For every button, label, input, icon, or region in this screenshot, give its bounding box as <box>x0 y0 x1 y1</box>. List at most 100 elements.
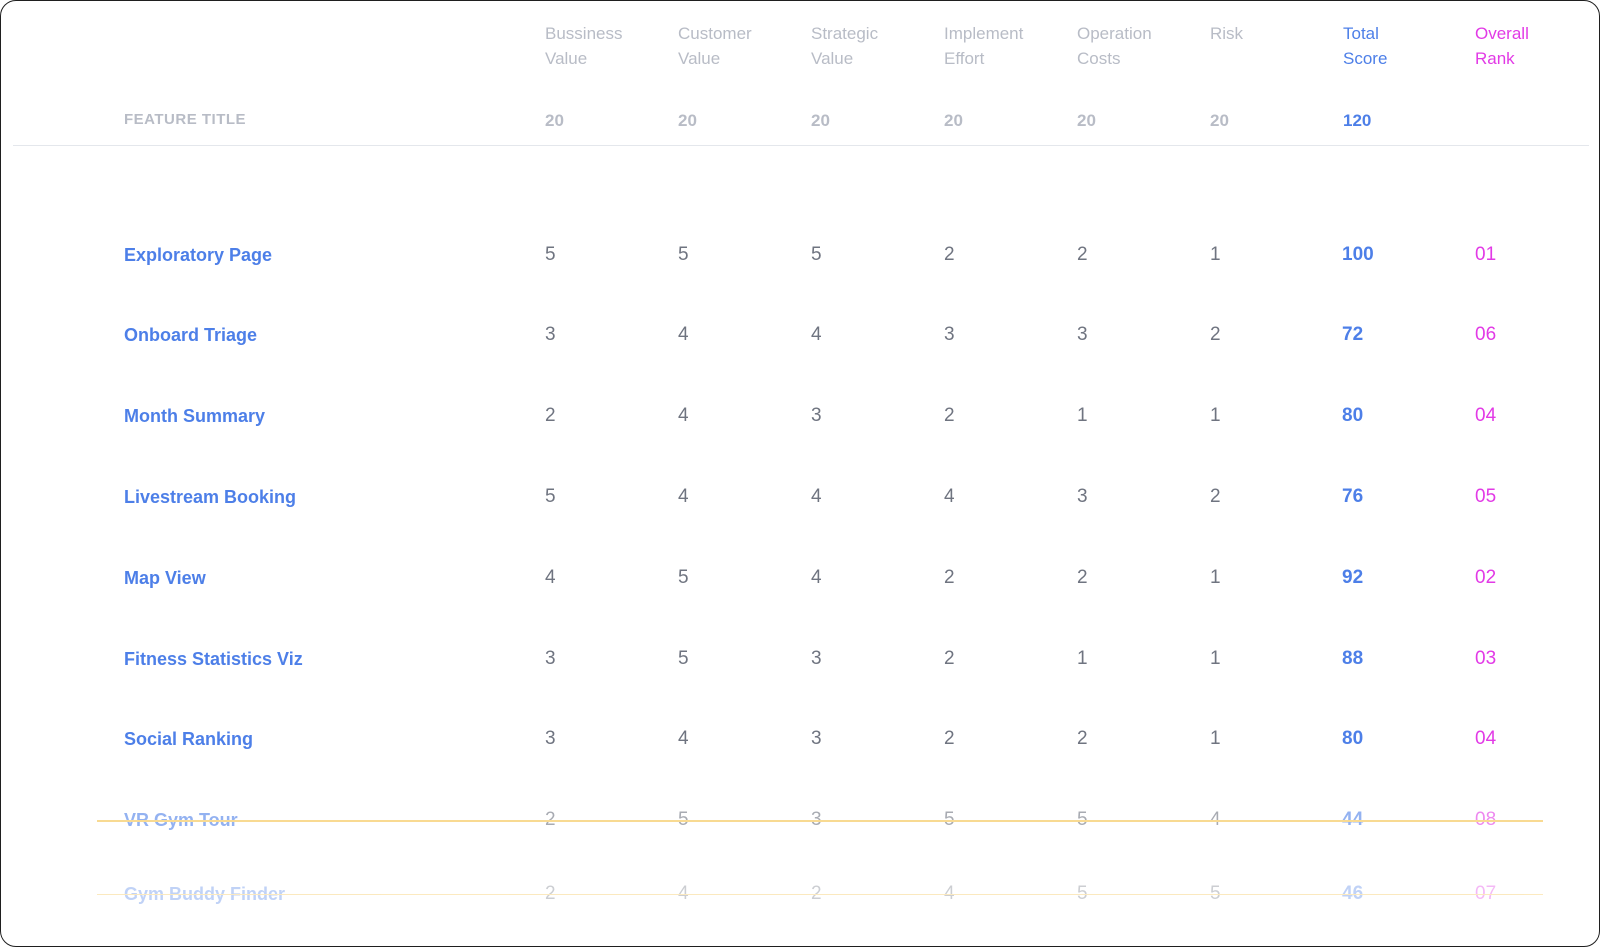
table-row[interactable]: Fitness Statistics Viz 3 5 3 2 1 1 88 03 <box>1 639 1599 679</box>
total-score-cell: 80 <box>1342 728 1364 749</box>
business-value-cell: 5 <box>545 486 556 507</box>
strategic-value-cell: 4 <box>811 324 822 345</box>
overall-rank-cell: 07 <box>1475 883 1497 904</box>
implement-effort-cell: 2 <box>944 405 955 426</box>
col-header-implement-effort[interactable]: Implement Effort <box>944 21 1023 71</box>
customer-value-cell: 4 <box>678 728 689 749</box>
operation-costs-cell: 2 <box>1077 567 1088 588</box>
strategic-value-cell: 3 <box>811 648 822 669</box>
overall-rank-cell: 06 <box>1475 324 1497 345</box>
operation-costs-cell: 1 <box>1077 648 1088 669</box>
feature-title-link[interactable]: Gym Buddy Finder <box>124 884 286 904</box>
strikethrough-line <box>97 820 1543 822</box>
customer-value-cell: 5 <box>678 244 689 265</box>
col-header-line2: Rank <box>1475 49 1515 68</box>
strategic-value-cell: 2 <box>811 883 822 905</box>
col-header-operation-costs[interactable]: Operation Costs <box>1077 21 1152 71</box>
overall-rank-cell: 04 <box>1475 405 1497 426</box>
implement-effort-cell: 2 <box>944 648 955 669</box>
business-value-cell: 3 <box>545 648 556 669</box>
total-score-cell: 100 <box>1342 244 1374 265</box>
table-row-struck[interactable]: VR Gym Tour 2 5 3 5 5 4 44 08 <box>1 800 1599 840</box>
max-risk: 20 <box>1210 111 1229 130</box>
col-header-risk[interactable]: Risk <box>1210 21 1243 46</box>
col-header-strategic-value[interactable]: Strategic Value <box>811 21 878 71</box>
max-implement-effort: 20 <box>944 111 963 130</box>
implement-effort-cell: 5 <box>944 809 955 831</box>
feature-title-link[interactable]: Fitness Statistics Viz <box>124 649 303 669</box>
col-header-line2: Value <box>811 49 854 68</box>
strategic-value-cell: 3 <box>811 728 822 749</box>
risk-cell: 1 <box>1210 648 1221 669</box>
feature-title-header[interactable]: FEATURE TITLE <box>124 111 247 128</box>
col-header-line1: Strategic <box>811 24 879 43</box>
risk-cell: 1 <box>1210 244 1221 265</box>
max-total-score: 120 <box>1343 111 1372 130</box>
feature-title-link[interactable]: Livestream Booking <box>124 487 297 507</box>
business-value-cell: 4 <box>545 567 556 588</box>
implement-effort-cell: 4 <box>944 883 955 905</box>
business-value-cell: 2 <box>545 405 556 426</box>
strategic-value-cell: 4 <box>811 567 822 588</box>
max-operation-costs: 20 <box>1077 111 1096 130</box>
col-header-line1: Implement <box>944 24 1024 43</box>
header-divider <box>13 145 1589 146</box>
risk-cell: 1 <box>1210 728 1221 749</box>
customer-value-cell: 5 <box>678 809 689 831</box>
risk-cell: 5 <box>1210 883 1221 905</box>
col-header-line1: Operation <box>1077 24 1152 43</box>
operation-costs-cell: 2 <box>1077 728 1088 749</box>
strikethrough-line <box>97 894 1543 895</box>
col-header-customer-value[interactable]: Customer Value <box>678 21 752 71</box>
feature-title-link[interactable]: Onboard Triage <box>124 325 258 345</box>
col-header-line1: Risk <box>1210 24 1244 43</box>
table-row[interactable]: Map View 4 5 4 2 2 1 92 02 <box>1 558 1599 598</box>
table-row[interactable]: Onboard Triage 3 4 4 3 3 2 72 06 <box>1 315 1599 355</box>
total-score-cell: 44 <box>1342 809 1364 830</box>
col-header-total-score[interactable]: Total Score <box>1343 21 1387 71</box>
business-value-cell: 3 <box>545 728 556 749</box>
risk-cell: 2 <box>1210 324 1221 345</box>
total-score-cell: 72 <box>1342 324 1364 345</box>
feature-title-link[interactable]: Month Summary <box>124 406 266 426</box>
overall-rank-cell: 03 <box>1475 648 1497 669</box>
max-strategic-value: 20 <box>811 111 830 130</box>
col-header-line2: Costs <box>1077 49 1121 68</box>
risk-cell: 1 <box>1210 405 1221 426</box>
implement-effort-cell: 2 <box>944 244 955 265</box>
overall-rank-cell: 02 <box>1475 567 1497 588</box>
feature-title-link[interactable]: Social Ranking <box>124 729 254 749</box>
max-customer-value: 20 <box>678 111 697 130</box>
operation-costs-cell: 3 <box>1077 486 1088 507</box>
feature-title-link[interactable]: Exploratory Page <box>124 245 273 265</box>
implement-effort-cell: 2 <box>944 567 955 588</box>
total-score-cell: 76 <box>1342 486 1364 507</box>
risk-cell: 2 <box>1210 486 1221 507</box>
overall-rank-cell: 05 <box>1475 486 1497 507</box>
col-header-line1: Total <box>1343 24 1379 43</box>
table-row[interactable]: Month Summary 2 4 3 2 1 1 80 04 <box>1 396 1599 436</box>
table-row-struck[interactable]: Gym Buddy Finder 2 4 2 4 5 5 46 07 <box>1 874 1599 914</box>
implement-effort-cell: 4 <box>944 486 955 507</box>
operation-costs-cell: 5 <box>1077 883 1088 905</box>
strategic-value-cell: 4 <box>811 486 822 507</box>
customer-value-cell: 4 <box>678 324 689 345</box>
col-header-line2: Value <box>678 49 721 68</box>
col-header-line1: Overall <box>1475 24 1529 43</box>
col-header-line2: Score <box>1343 49 1388 68</box>
table-row[interactable]: Livestream Booking 5 4 4 4 3 2 76 05 <box>1 477 1599 517</box>
col-header-line1: Customer <box>678 24 752 43</box>
col-header-overall-rank[interactable]: Overall Rank <box>1475 21 1529 71</box>
business-value-cell: 2 <box>545 883 556 905</box>
table-row[interactable]: Social Ranking 3 4 3 2 2 1 80 04 <box>1 719 1599 759</box>
col-header-business-value[interactable]: Bussiness Value <box>545 21 622 71</box>
operation-costs-cell: 2 <box>1077 244 1088 265</box>
business-value-cell: 5 <box>545 244 556 265</box>
overall-rank-cell: 04 <box>1475 728 1497 749</box>
customer-value-cell: 4 <box>678 883 689 905</box>
table-row[interactable]: Exploratory Page 5 5 5 2 2 1 100 01 <box>1 235 1599 275</box>
operation-costs-cell: 3 <box>1077 324 1088 345</box>
feature-title-link[interactable]: Map View <box>124 568 206 588</box>
customer-value-cell: 5 <box>678 648 689 669</box>
total-score-cell: 88 <box>1342 648 1364 669</box>
